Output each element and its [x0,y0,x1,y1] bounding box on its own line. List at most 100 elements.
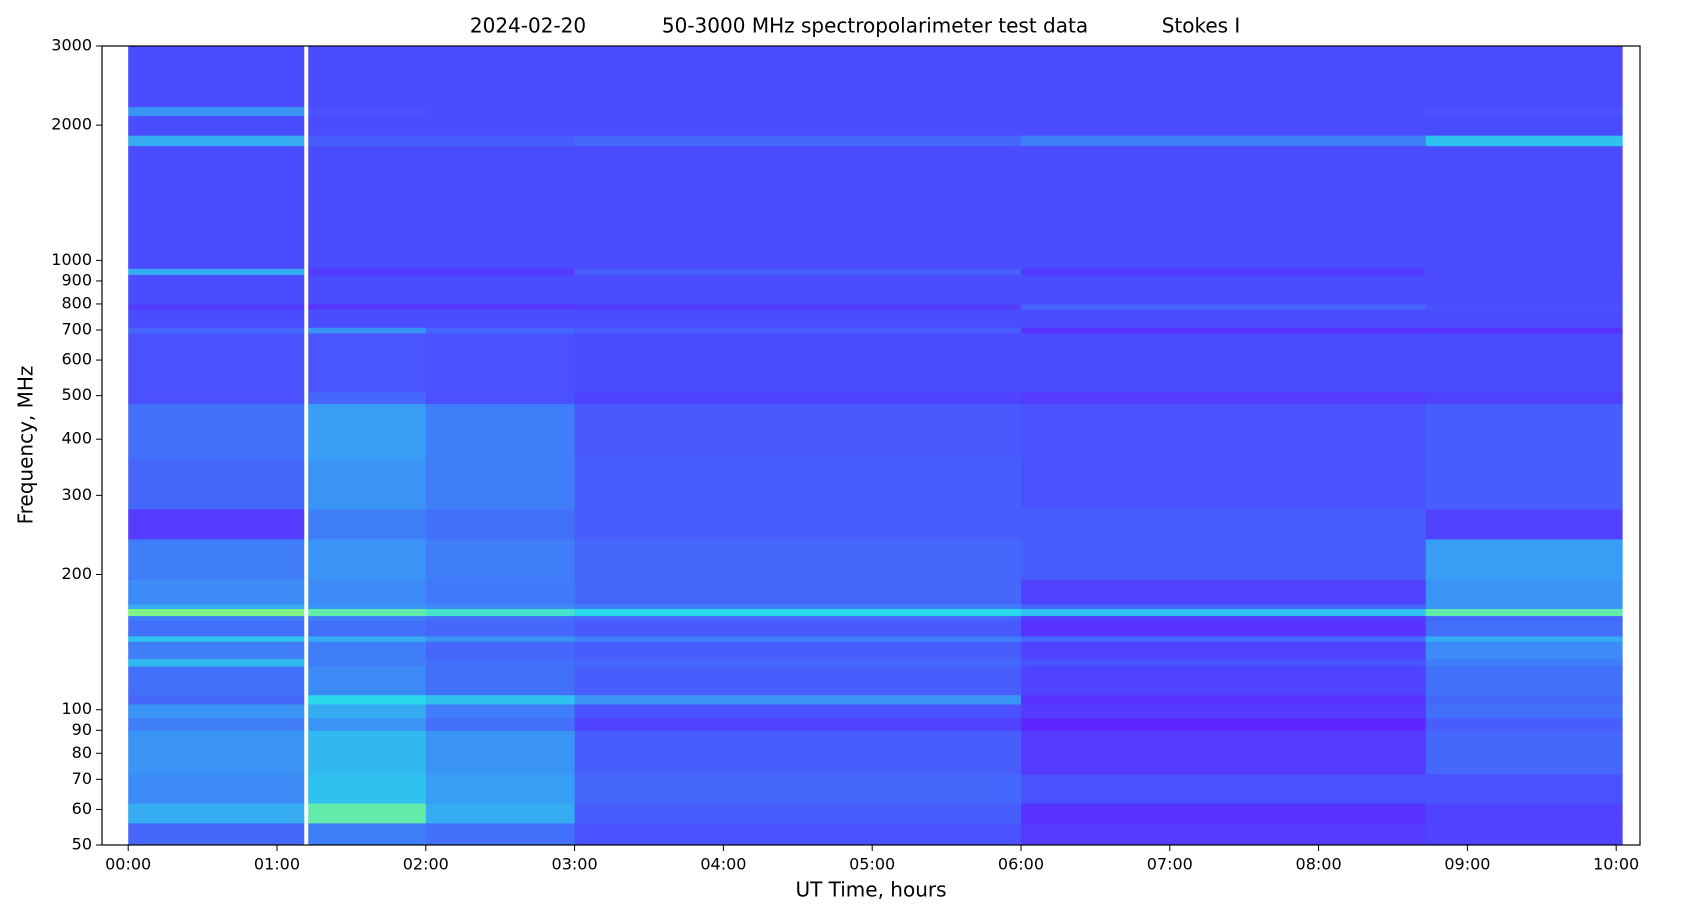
heatmap-cell [1425,274,1623,305]
heatmap-cell [574,773,1022,804]
heatmap-cell [425,803,576,824]
heatmap-cell [308,641,427,660]
heatmap-cell [425,730,576,775]
y-tick-label: 400 [61,429,92,448]
heatmap-cell [128,773,305,804]
heatmap-cell [308,391,427,405]
y-tick-label: 300 [61,485,92,504]
heatmap-cell [574,703,1022,719]
heatmap-cell [308,508,427,540]
x-tick-label: 01:00 [254,855,300,874]
heatmap-cell [1020,730,1427,775]
heatmap-cell [308,635,427,642]
heatmap-cell [1020,666,1427,696]
heatmap-cell [574,508,1022,540]
heatmap-cell [308,308,427,328]
y-tick-label: 600 [61,350,92,369]
heatmap-cell [308,106,427,117]
heatmap-cell [425,658,576,667]
heatmap-cell [1425,822,1623,846]
x-tick-label: 10:00 [1593,855,1639,874]
heatmap-cell [308,608,427,617]
heatmap-cell [1020,603,1427,609]
heatmap-cell [574,145,1022,269]
y-tick-label: 800 [61,293,92,312]
heatmap-cell [128,603,305,609]
heatmap-cell [425,303,576,310]
heatmap-cell [1425,135,1623,147]
heatmap-cell [574,717,1022,731]
heatmap-cell [574,391,1022,405]
heatmap-cell [308,730,427,775]
heatmap-cell [1020,717,1427,731]
heatmap-cell [308,332,427,393]
heatmap-cell [425,106,576,117]
heatmap-cell [1425,106,1623,117]
x-tick-label: 06:00 [998,855,1044,874]
heatmap-cell [1020,803,1427,824]
heatmap-cell [308,717,427,731]
heatmap-cell [1425,803,1623,824]
heatmap-cell [308,303,427,310]
x-tick-label: 07:00 [1147,855,1193,874]
heatmap-cell [1020,822,1427,846]
heatmap-cell [1020,615,1427,621]
heatmap-cell [1425,620,1623,637]
x-tick-label: 04:00 [700,855,746,874]
heatmap-cell [1425,658,1623,667]
heatmap-cell [308,658,427,667]
heatmap-cell [574,615,1022,621]
heatmap-cell [128,658,305,667]
heatmap-cell [574,274,1022,305]
heatmap-cell [425,459,576,510]
heatmap-cell [128,268,305,276]
heatmap-cell [128,327,305,334]
heatmap-cell [1425,391,1623,405]
heatmap-cell [1425,635,1623,642]
heatmap-cell [308,459,427,510]
y-tick-label: 900 [61,270,92,289]
heatmap-cell [425,508,576,540]
heatmap-cell [1425,115,1623,136]
heatmap-cell [574,822,1022,846]
title-stokes: Stokes I [1162,14,1241,38]
heatmap-cell [574,620,1022,637]
heatmap-cell [425,603,576,609]
heatmap-cell [1020,106,1427,117]
heatmap-cell [128,579,305,605]
heatmap-cell [1425,538,1623,580]
heatmap-cell [1020,308,1427,328]
heatmap-cell [308,46,427,108]
heatmap-cell [1425,666,1623,696]
heatmap-cell [1425,608,1623,617]
heatmap-cell [574,641,1022,660]
heatmap-cell [1425,268,1623,276]
heatmap-cell [1020,46,1427,108]
heatmap-cell [308,268,427,276]
heatmap-cell [1425,603,1623,609]
heatmap-cell [425,538,576,580]
heatmap-cell [128,403,305,461]
heatmap-cell [574,106,1022,117]
heatmap-cell [574,538,1022,580]
heatmap-cell [1425,694,1623,705]
heatmap-cell [128,822,305,846]
heatmap-cell [308,773,427,804]
heatmap-cell [574,579,1022,605]
heatmap-cell [128,538,305,580]
heatmap-cell [1020,135,1427,147]
heatmap-cell [128,615,305,621]
y-tick-label: 100 [61,699,92,718]
heatmap-cell [574,332,1022,393]
heatmap-cell [128,115,305,136]
heatmap-cell [425,268,576,276]
y-tick-label: 2000 [51,115,92,134]
heatmap-cell [425,403,576,461]
heatmap-cell [308,694,427,705]
heatmap-cell [574,459,1022,510]
heatmap-cell [1020,327,1427,334]
heatmap-cell [425,391,576,405]
heatmap-cell [1425,145,1623,269]
x-tick-label: 09:00 [1444,855,1490,874]
